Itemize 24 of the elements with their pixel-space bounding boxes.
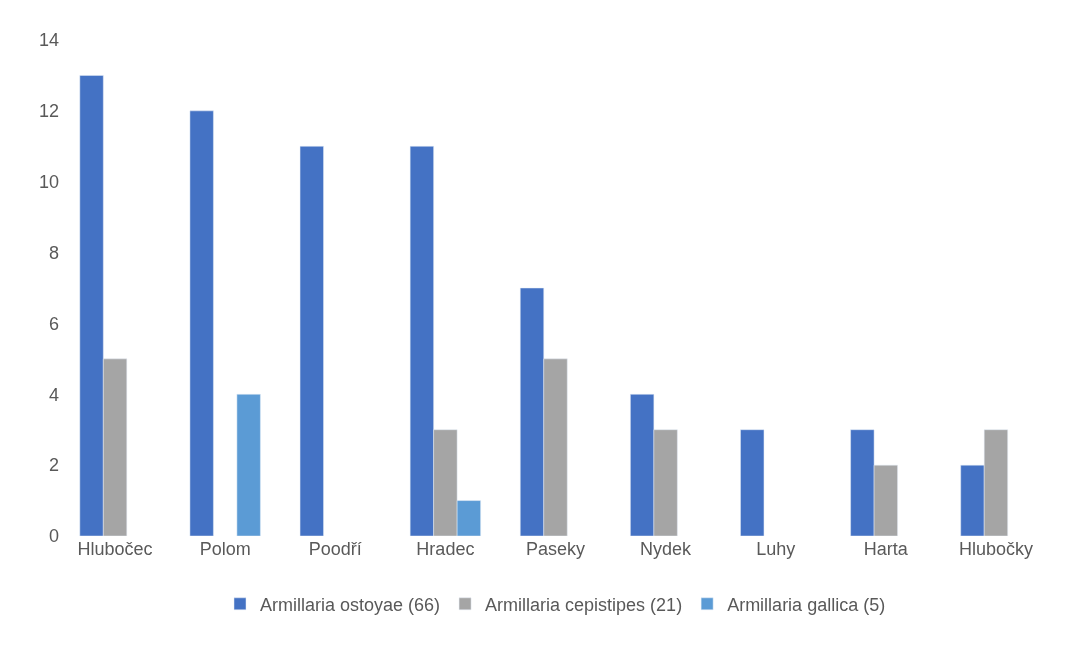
y-tick-label: 6	[48, 313, 59, 334]
y-tick-label: 8	[48, 242, 59, 263]
legend-label: Armillaria gallica (5)	[727, 594, 886, 615]
y-tick-label: 2	[48, 455, 59, 476]
bar	[236, 394, 261, 536]
legend-label: Armillaria cepistipes (21)	[485, 594, 683, 615]
y-tick-label: 0	[48, 526, 59, 547]
legend-label: Armillaria ostoyae (66)	[260, 594, 441, 615]
x-tick-label: Polom	[199, 539, 251, 559]
bar	[189, 110, 214, 536]
x-tick-label: Hlubočky	[958, 539, 1033, 559]
bar	[740, 429, 765, 536]
x-tick-label: Poodří	[308, 539, 362, 559]
x-tick-label: Harta	[863, 539, 909, 559]
y-tick-label: 4	[48, 384, 59, 405]
x-tick-label: Nydek	[640, 539, 693, 559]
x-tick-label: Hlubočec	[77, 539, 153, 559]
bar	[299, 146, 324, 536]
y-tick-label: 10	[38, 172, 59, 193]
x-tick-label: Hradec	[416, 539, 475, 559]
y-tick-label: 14	[38, 30, 59, 51]
x-tick-label: Paseky	[525, 539, 586, 559]
x-tick-label: Luhy	[756, 539, 796, 559]
y-tick-label: 12	[38, 101, 59, 122]
